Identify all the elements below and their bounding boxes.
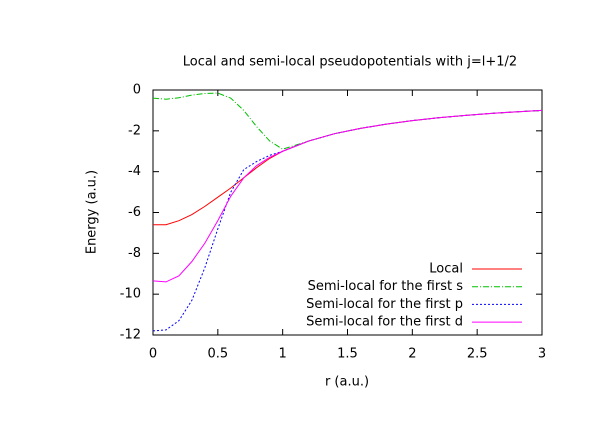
x-tick-label: 2.5	[467, 347, 488, 362]
series-line	[153, 109, 543, 226]
x-tick-label: 0	[149, 347, 157, 362]
legend-label: Semi-local for the first d	[306, 315, 463, 330]
y-tick-label: -12	[120, 328, 141, 343]
legend-label: Semi-local for the first p	[306, 297, 463, 312]
x-tick-label: 1	[279, 347, 287, 362]
chart-title: Local and semi-local pseudopotentials wi…	[183, 55, 517, 70]
series-line	[152, 109, 543, 283]
x-axis-label: r (a.u.)	[325, 375, 369, 390]
y-tick-label: -6	[128, 205, 141, 220]
x-tick-label: 1.5	[337, 347, 358, 362]
y-tick-label: -2	[128, 123, 141, 138]
series-line	[152, 92, 543, 150]
legend-label: Semi-local for the first s	[308, 279, 464, 294]
y-tick-label: 0	[133, 83, 141, 98]
y-tick-label: -10	[120, 287, 141, 302]
x-tick-label: 0.5	[207, 347, 228, 362]
y-axis-label: Energy (a.u.)	[85, 170, 100, 254]
x-tick-label: 3	[538, 347, 546, 362]
legend-label: Local	[429, 262, 463, 277]
x-tick-label: 2	[408, 347, 416, 362]
y-tick-label: -4	[128, 164, 141, 179]
y-tick-label: -8	[128, 246, 141, 261]
